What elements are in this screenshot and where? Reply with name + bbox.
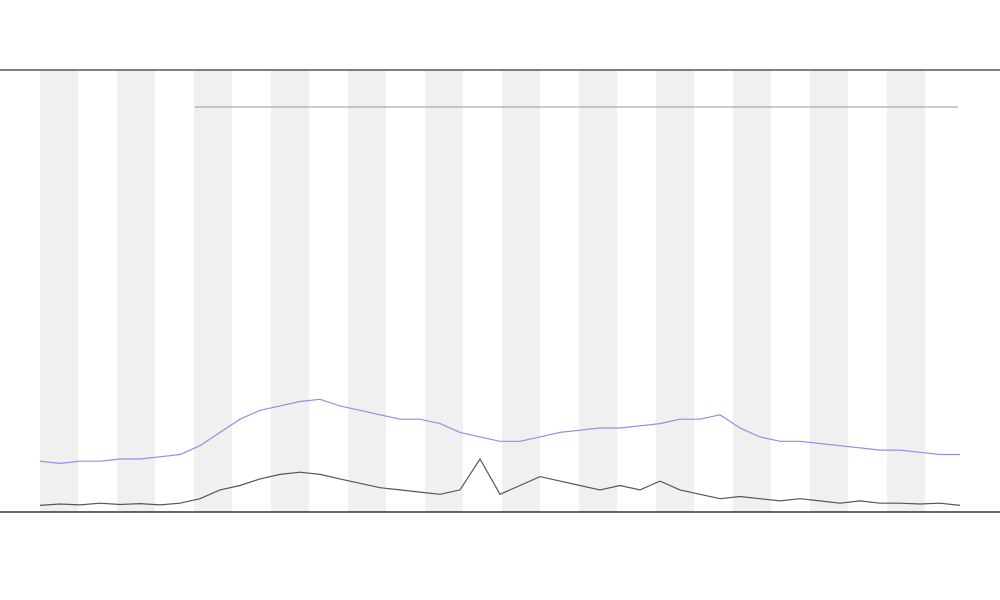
series-line <box>39 457 961 506</box>
band <box>425 70 463 512</box>
band <box>40 70 78 512</box>
band <box>656 70 694 512</box>
band <box>887 70 925 512</box>
band <box>810 70 848 512</box>
background-bands <box>40 70 925 512</box>
band <box>502 70 540 512</box>
band <box>117 70 155 512</box>
band <box>194 70 232 512</box>
series-line <box>39 398 960 465</box>
band <box>348 70 386 512</box>
band <box>579 70 617 512</box>
band <box>733 70 771 512</box>
band <box>271 70 309 512</box>
